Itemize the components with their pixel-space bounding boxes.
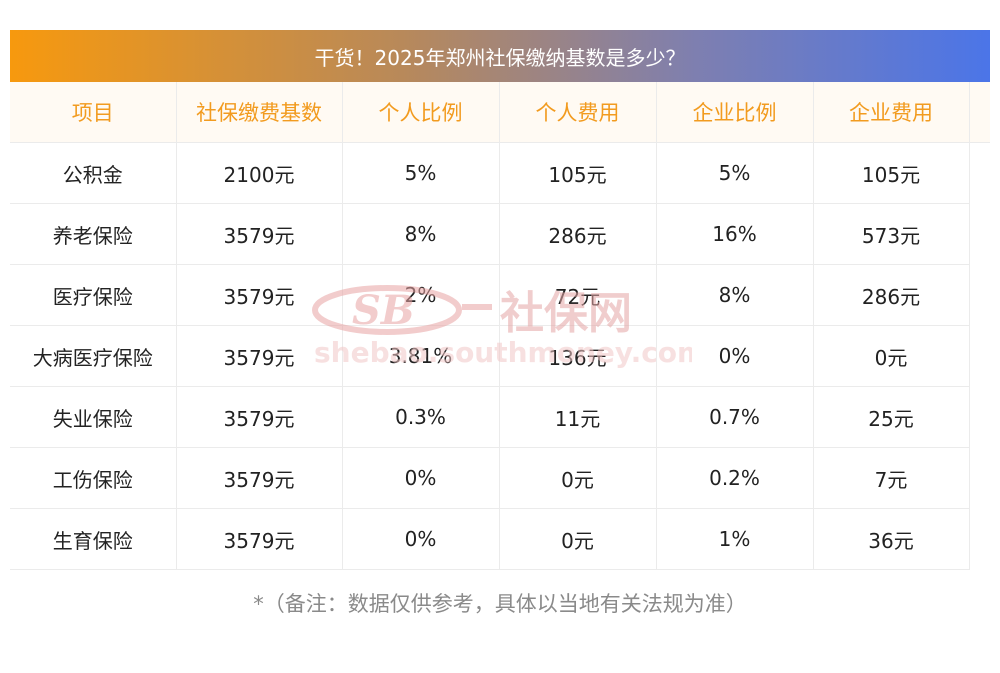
cell-item: 失业保险	[10, 386, 177, 448]
cell-personal-rate: 8%	[342, 203, 500, 265]
row-padding-cell	[969, 509, 990, 570]
cell-personal-rate: 5%	[342, 142, 500, 204]
row-padding-cell	[969, 143, 990, 204]
row-padding-cell	[969, 326, 990, 387]
cell-personal-cost: 136元	[499, 325, 657, 387]
cell-base: 2100元	[176, 142, 343, 204]
cell-base: 3579元	[176, 264, 343, 326]
cell-base: 3579元	[176, 203, 343, 265]
cell-base: 3579元	[176, 325, 343, 387]
cell-item: 公积金	[10, 142, 177, 204]
table-row: 失业保险 3579元 0.3% 11元 0.7% 25元	[10, 386, 990, 448]
header-padding-cell	[969, 82, 990, 143]
cell-company-rate: 0%	[656, 325, 814, 387]
cell-company-cost: 105元	[813, 142, 970, 204]
cell-personal-cost: 0元	[499, 508, 657, 570]
footnote: *（备注：数据仅供参考，具体以当地有关法规为准）	[253, 592, 747, 616]
social-insurance-table-container: 项目 社保缴费基数 个人比例 个人费用 企业比例 企业费用 公积金 2100元 …	[10, 82, 990, 570]
page-title: 干货！2025年郑州社保缴纳基数是多少？	[314, 45, 686, 70]
cell-item: 生育保险	[10, 508, 177, 570]
row-padding-cell	[969, 387, 990, 448]
cell-company-cost: 0元	[813, 325, 970, 387]
column-header-personal-rate: 个人比例	[342, 82, 500, 143]
table-row: 医疗保险 3579元 2% 72元 8% 286元	[10, 264, 990, 326]
cell-personal-rate: 0.3%	[342, 386, 500, 448]
cell-item: 养老保险	[10, 203, 177, 265]
column-header-item: 项目	[10, 82, 177, 143]
cell-personal-cost: 72元	[499, 264, 657, 326]
cell-base: 3579元	[176, 508, 343, 570]
cell-company-cost: 573元	[813, 203, 970, 265]
row-padding-cell	[969, 204, 990, 265]
cell-personal-rate: 3.81%	[342, 325, 500, 387]
page-title-bar: 干货！2025年郑州社保缴纳基数是多少？	[10, 30, 990, 82]
cell-company-cost: 36元	[813, 508, 970, 570]
cell-company-cost: 286元	[813, 264, 970, 326]
cell-item: 大病医疗保险	[10, 325, 177, 387]
social-insurance-table: 项目 社保缴费基数 个人比例 个人费用 企业比例 企业费用 公积金 2100元 …	[10, 82, 990, 570]
row-padding-cell	[969, 448, 990, 509]
cell-personal-cost: 286元	[499, 203, 657, 265]
cell-company-rate: 16%	[656, 203, 814, 265]
cell-personal-rate: 0%	[342, 508, 500, 570]
cell-company-cost: 25元	[813, 386, 970, 448]
cell-personal-rate: 0%	[342, 447, 500, 509]
column-header-company-cost: 企业费用	[813, 82, 970, 143]
table-row: 养老保险 3579元 8% 286元 16% 573元	[10, 203, 990, 265]
cell-personal-cost: 0元	[499, 447, 657, 509]
table-row: 工伤保险 3579元 0% 0元 0.2% 7元	[10, 447, 990, 509]
cell-item: 工伤保险	[10, 447, 177, 509]
table-row: 生育保险 3579元 0% 0元 1% 36元	[10, 508, 990, 570]
table-header-row: 项目 社保缴费基数 个人比例 个人费用 企业比例 企业费用	[10, 82, 990, 143]
cell-company-rate: 1%	[656, 508, 814, 570]
cell-company-rate: 0.7%	[656, 386, 814, 448]
table-row: 公积金 2100元 5% 105元 5% 105元	[10, 142, 990, 204]
cell-base: 3579元	[176, 386, 343, 448]
column-header-personal-cost: 个人费用	[499, 82, 657, 143]
cell-company-rate: 5%	[656, 142, 814, 204]
cell-company-rate: 0.2%	[656, 447, 814, 509]
cell-company-cost: 7元	[813, 447, 970, 509]
cell-personal-rate: 2%	[342, 264, 500, 326]
cell-item: 医疗保险	[10, 264, 177, 326]
cell-company-rate: 8%	[656, 264, 814, 326]
column-header-company-rate: 企业比例	[656, 82, 814, 143]
row-padding-cell	[969, 265, 990, 326]
column-header-base: 社保缴费基数	[176, 82, 343, 143]
cell-personal-cost: 105元	[499, 142, 657, 204]
table-row: 大病医疗保险 3579元 3.81% 136元 0% 0元	[10, 325, 990, 387]
cell-base: 3579元	[176, 447, 343, 509]
cell-personal-cost: 11元	[499, 386, 657, 448]
